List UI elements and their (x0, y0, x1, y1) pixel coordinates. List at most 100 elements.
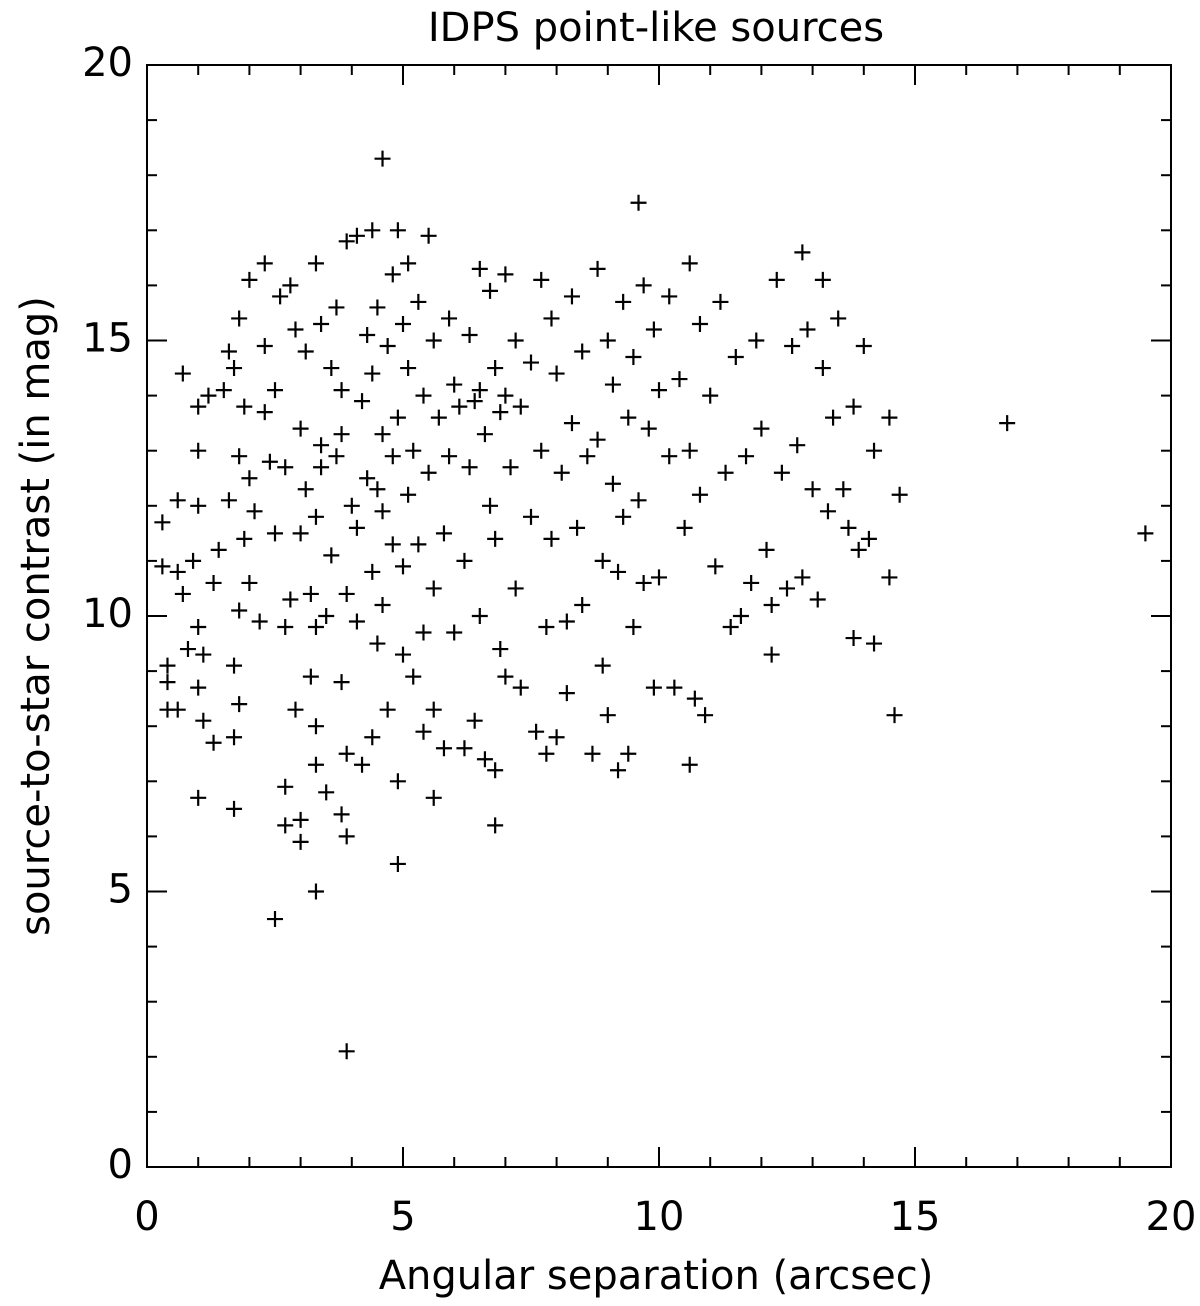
point (507, 580, 524, 597)
point (487, 360, 504, 377)
point (267, 382, 283, 399)
point (323, 547, 340, 564)
point (814, 271, 831, 288)
point (599, 332, 616, 349)
point (835, 481, 852, 498)
point (379, 701, 396, 718)
point (753, 420, 770, 437)
point (1137, 525, 1154, 542)
point (364, 729, 381, 746)
point (620, 409, 637, 426)
point (354, 393, 371, 410)
point (154, 514, 171, 531)
point (471, 260, 488, 277)
point (333, 382, 350, 399)
point (256, 255, 273, 272)
point (384, 536, 401, 553)
point (195, 646, 212, 663)
point (205, 734, 222, 751)
point (507, 332, 524, 349)
point (190, 789, 207, 806)
point (231, 310, 248, 327)
point (323, 360, 340, 377)
point (702, 387, 719, 404)
point (246, 503, 263, 520)
point (594, 657, 611, 674)
point (354, 756, 371, 773)
point (292, 811, 309, 828)
x-tick-label: 10 (634, 1194, 685, 1240)
point (313, 437, 330, 454)
point (615, 508, 632, 525)
y-tick-label: 0 (108, 1142, 133, 1188)
point (476, 426, 493, 443)
point (866, 442, 883, 459)
point (681, 756, 698, 773)
point (451, 398, 468, 415)
point (845, 398, 862, 415)
point (282, 277, 299, 294)
point (579, 448, 596, 465)
point (886, 707, 903, 724)
point (169, 492, 186, 509)
point (205, 574, 222, 591)
point (804, 481, 821, 498)
point (395, 558, 411, 575)
point (389, 222, 406, 239)
point (307, 756, 324, 773)
point (425, 789, 442, 806)
point (338, 585, 355, 602)
x-tick-label: 20 (1146, 1194, 1197, 1240)
point (200, 387, 217, 404)
point (594, 552, 611, 569)
point (548, 729, 565, 746)
point (456, 552, 473, 569)
point (231, 696, 248, 713)
point (492, 641, 509, 658)
point (523, 354, 539, 371)
point (369, 635, 386, 652)
point (410, 293, 427, 310)
point (727, 349, 744, 366)
point (589, 431, 606, 448)
point (220, 492, 237, 509)
point (471, 382, 488, 399)
point (492, 404, 509, 421)
point (313, 459, 330, 476)
point (318, 608, 335, 624)
point (369, 481, 386, 498)
point (466, 393, 483, 410)
point (405, 668, 422, 685)
point (533, 442, 550, 459)
point (384, 448, 401, 465)
point (369, 299, 386, 316)
point (830, 310, 847, 327)
point (497, 266, 514, 283)
point (374, 596, 391, 613)
point (487, 530, 504, 547)
point (297, 481, 314, 498)
x-tick-label: 15 (890, 1194, 941, 1240)
point (226, 360, 243, 377)
point (364, 563, 381, 580)
point (231, 448, 248, 465)
point (661, 448, 678, 465)
point (794, 244, 811, 261)
point (523, 508, 539, 525)
point (461, 326, 478, 343)
point (159, 657, 176, 674)
point (154, 558, 171, 575)
point (169, 701, 186, 718)
point (241, 574, 258, 591)
point (328, 299, 345, 316)
point (348, 519, 365, 536)
point (533, 271, 550, 288)
point (277, 619, 294, 636)
point (748, 332, 765, 349)
point (251, 613, 268, 630)
point (794, 569, 811, 586)
point (287, 321, 304, 338)
point (359, 470, 376, 487)
point (487, 817, 504, 834)
point (543, 310, 560, 327)
